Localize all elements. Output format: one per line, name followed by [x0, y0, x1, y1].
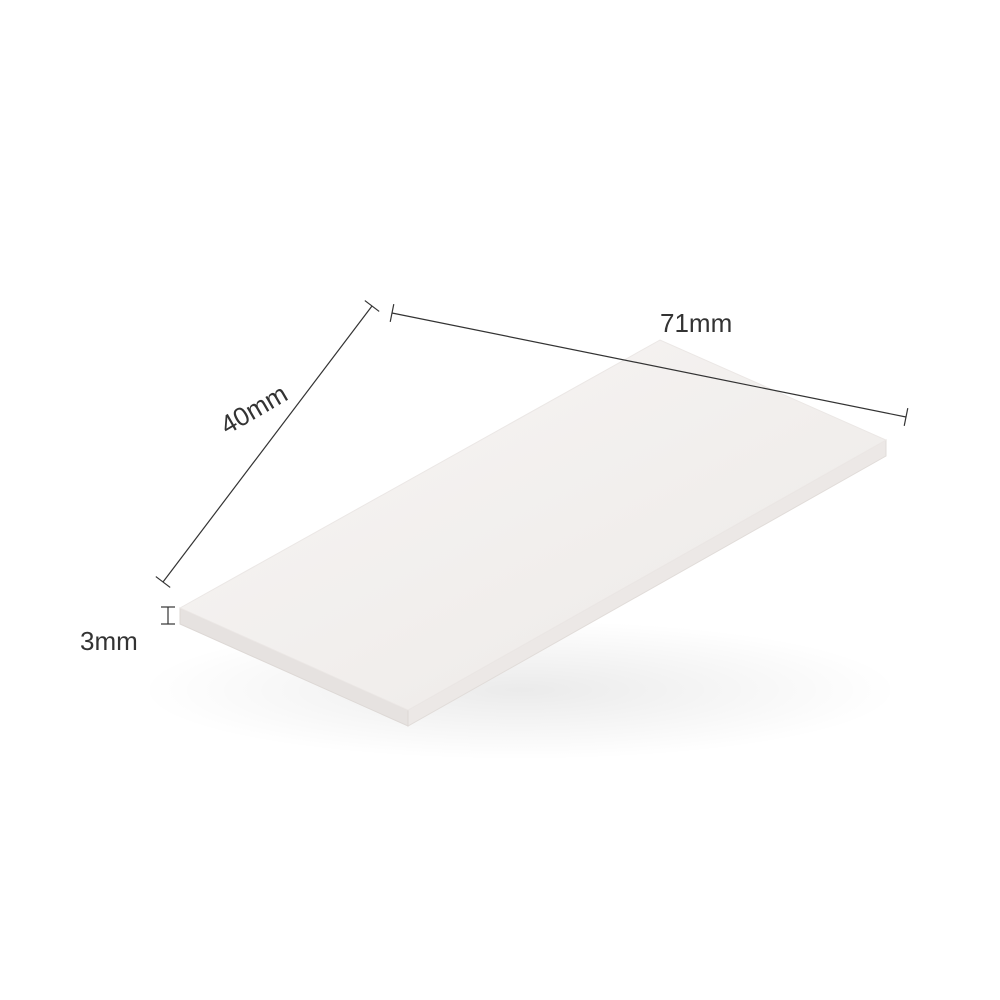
- diagram-svg: [0, 0, 1000, 1000]
- thickness-label: 3mm: [80, 628, 138, 654]
- product-dimension-diagram: 71mm 40mm 3mm: [0, 0, 1000, 1000]
- dimension-thickness: [161, 607, 175, 624]
- length-label: 71mm: [660, 310, 732, 336]
